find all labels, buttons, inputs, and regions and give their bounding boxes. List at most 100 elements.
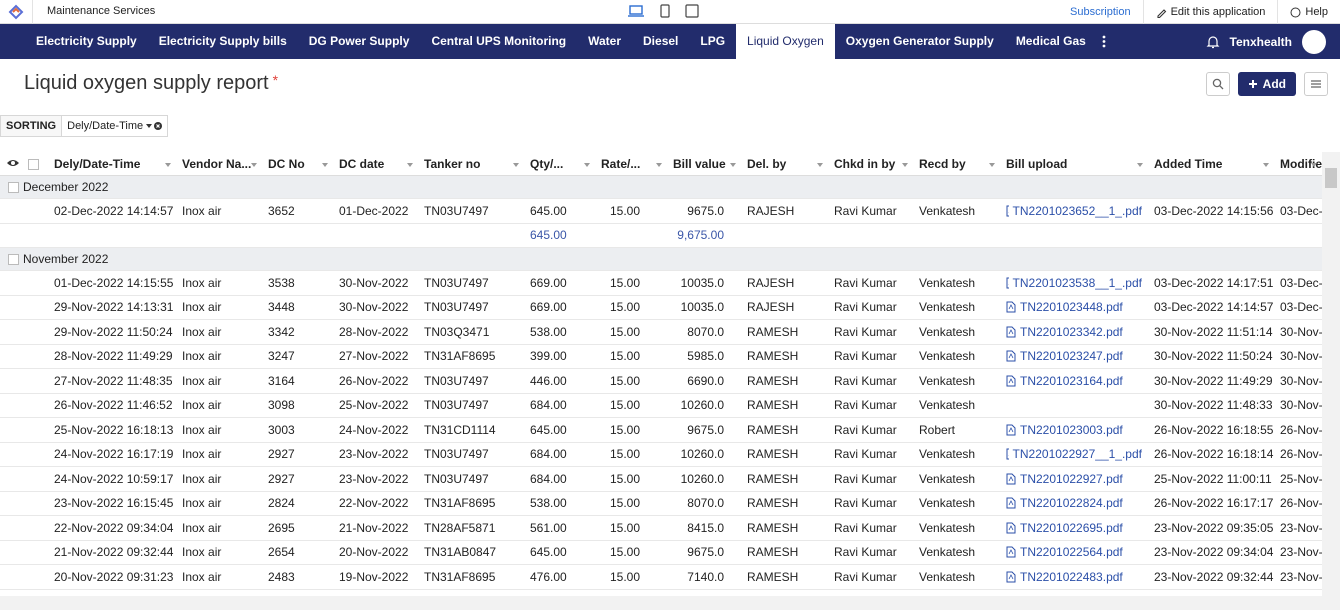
data-row[interactable]: 21-Nov-2022 09:32:44Inox air265420-Nov-2…	[0, 541, 1322, 566]
avatar[interactable]	[1302, 30, 1326, 54]
search-button[interactable]	[1206, 72, 1230, 96]
edit-app-link[interactable]: Edit this application	[1143, 0, 1278, 24]
column-header[interactable]: Del. by	[741, 157, 828, 171]
file-link[interactable]: TN2201022483.pdf	[1006, 570, 1142, 584]
nav-item[interactable]: Oxygen Generator Supply	[835, 24, 1005, 59]
column-header[interactable]: DC No	[262, 157, 333, 171]
nav-item[interactable]: DG Power Supply	[298, 24, 421, 59]
column-menu[interactable]	[1263, 163, 1269, 167]
file-link[interactable]: TN2201022824.pdf	[1006, 496, 1142, 510]
data-row[interactable]: 29-Nov-2022 14:13:31Inox air344830-Nov-2…	[0, 296, 1322, 321]
column-header[interactable]: Vendor Na...	[176, 157, 262, 171]
column-menu[interactable]	[322, 163, 328, 167]
file-link[interactable]: TN2201023538__1_.pdf	[1006, 276, 1142, 290]
nav-item[interactable]: Liquid Oxygen	[736, 24, 835, 59]
column-menu[interactable]	[902, 163, 908, 167]
notification-icon[interactable]	[1206, 34, 1220, 50]
column-header[interactable]: Recd by	[913, 157, 1000, 171]
column-header[interactable]: Rate/...	[595, 157, 667, 171]
column-menu[interactable]	[1311, 163, 1317, 167]
column-header[interactable]: Qty/...	[524, 157, 595, 171]
help-link[interactable]: Help	[1277, 0, 1340, 24]
column-header[interactable]: DC date	[333, 157, 418, 171]
file-link[interactable]: TN2201022927.pdf	[1006, 472, 1142, 486]
user-name[interactable]: Tenxhealth	[1230, 35, 1292, 49]
column-menu[interactable]	[817, 163, 823, 167]
nav-item[interactable]: Water	[577, 24, 632, 59]
column-menu[interactable]	[656, 163, 662, 167]
cell: 2483	[262, 570, 333, 584]
subscription-link[interactable]: Subscription	[1058, 0, 1143, 24]
nav-item[interactable]: Electricity Supply	[25, 24, 148, 59]
file-link[interactable]: TN2201023342.pdf	[1006, 325, 1142, 339]
cell: 23-Nov-2022	[333, 447, 418, 461]
group-checkbox[interactable]	[8, 254, 19, 265]
eye-icon[interactable]	[6, 158, 20, 168]
file-name: TN2201023342.pdf	[1020, 325, 1123, 339]
data-row[interactable]: 24-Nov-2022 10:59:17Inox air292723-Nov-2…	[0, 467, 1322, 492]
checkbox[interactable]	[28, 159, 39, 170]
column-title: Tanker no	[424, 157, 480, 171]
file-link[interactable]: TN2201023448.pdf	[1006, 300, 1142, 314]
cell: 24-Nov-2022 10:59:17	[48, 472, 176, 486]
nav-item[interactable]: Medical Gas	[1005, 24, 1097, 59]
cell: TN28AF5871	[418, 521, 524, 535]
data-row[interactable]: 27-Nov-2022 11:48:35Inox air316426-Nov-2…	[0, 369, 1322, 394]
app-logo[interactable]	[0, 0, 32, 24]
horizontal-scrollbar[interactable]	[0, 596, 1340, 610]
data-row[interactable]: 23-Nov-2022 16:15:45Inox air282422-Nov-2…	[0, 492, 1322, 517]
app-name[interactable]: Maintenance Services	[47, 5, 155, 17]
more-menu[interactable]	[1097, 24, 1111, 59]
menu-button[interactable]	[1304, 72, 1328, 96]
file-link[interactable]: TN2201023247.pdf	[1006, 349, 1142, 363]
column-header[interactable]: Tanker no	[418, 157, 524, 171]
column-menu[interactable]	[1137, 163, 1143, 167]
file-link[interactable]: TN2201022695.pdf	[1006, 521, 1142, 535]
column-menu[interactable]	[165, 163, 171, 167]
data-row[interactable]: 01-Dec-2022 14:15:55Inox air353830-Nov-2…	[0, 271, 1322, 296]
file-link[interactable]: TN2201022564.pdf	[1006, 545, 1142, 559]
cell: RAMESH	[741, 398, 828, 412]
file-link[interactable]: TN2201023003.pdf	[1006, 423, 1142, 437]
cell: Inox air	[176, 423, 262, 437]
column-menu[interactable]	[513, 163, 519, 167]
column-menu[interactable]	[407, 163, 413, 167]
group-checkbox[interactable]	[8, 182, 19, 193]
column-header[interactable]: Dely/Date-Time	[48, 157, 176, 171]
data-row[interactable]: 20-Nov-2022 09:31:23Inox air248319-Nov-2…	[0, 565, 1322, 590]
file-link[interactable]: TN2201023164.pdf	[1006, 374, 1142, 388]
column-header[interactable]: Chkd in by	[828, 157, 913, 171]
column-header[interactable]: Bill upload	[1000, 157, 1148, 171]
desktop-view[interactable]	[627, 3, 645, 19]
tablet-view[interactable]	[685, 3, 699, 19]
column-menu[interactable]	[730, 163, 736, 167]
column-menu[interactable]	[989, 163, 995, 167]
sort-field[interactable]: Dely/Date-Time	[61, 116, 167, 136]
file-link[interactable]: TN2201023652__1_.pdf	[1006, 204, 1142, 218]
data-row[interactable]: 25-Nov-2022 16:18:13Inox air300324-Nov-2…	[0, 418, 1322, 443]
mobile-view[interactable]	[659, 3, 671, 19]
file-link[interactable]: TN2201022927__1_.pdf	[1006, 447, 1142, 461]
nav-item[interactable]: Diesel	[632, 24, 689, 59]
nav-item[interactable]: LPG	[689, 24, 736, 59]
data-row[interactable]: 26-Nov-2022 11:46:52Inox air309825-Nov-2…	[0, 394, 1322, 419]
nav-item[interactable]: Central UPS Monitoring	[420, 24, 577, 59]
cell: 10260.0	[667, 398, 741, 412]
data-row[interactable]: 29-Nov-2022 11:50:24Inox air334228-Nov-2…	[0, 320, 1322, 345]
column-menu[interactable]	[584, 163, 590, 167]
cell: TN31AF8695	[418, 496, 524, 510]
column-menu[interactable]	[251, 163, 257, 167]
vertical-scrollbar[interactable]	[1322, 152, 1340, 596]
data-row[interactable]: 28-Nov-2022 11:49:29Inox air324727-Nov-2…	[0, 345, 1322, 370]
scroll-thumb[interactable]	[1325, 168, 1337, 188]
column-header[interactable]: Bill value	[667, 157, 741, 171]
column-header[interactable]: Modified	[1274, 157, 1322, 171]
add-button[interactable]: Add	[1238, 72, 1296, 96]
data-row[interactable]: 02-Dec-2022 14:14:57Inox air365201-Dec-2…	[0, 199, 1322, 224]
nav-item[interactable]: Electricity Supply bills	[148, 24, 298, 59]
cell: TN2201022695.pdf	[1000, 521, 1148, 535]
data-row[interactable]: 24-Nov-2022 16:17:19Inox air292723-Nov-2…	[0, 443, 1322, 468]
column-header[interactable]: Added Time	[1148, 157, 1274, 171]
data-row[interactable]: 22-Nov-2022 09:34:04Inox air269521-Nov-2…	[0, 516, 1322, 541]
column-title: DC date	[339, 157, 384, 171]
